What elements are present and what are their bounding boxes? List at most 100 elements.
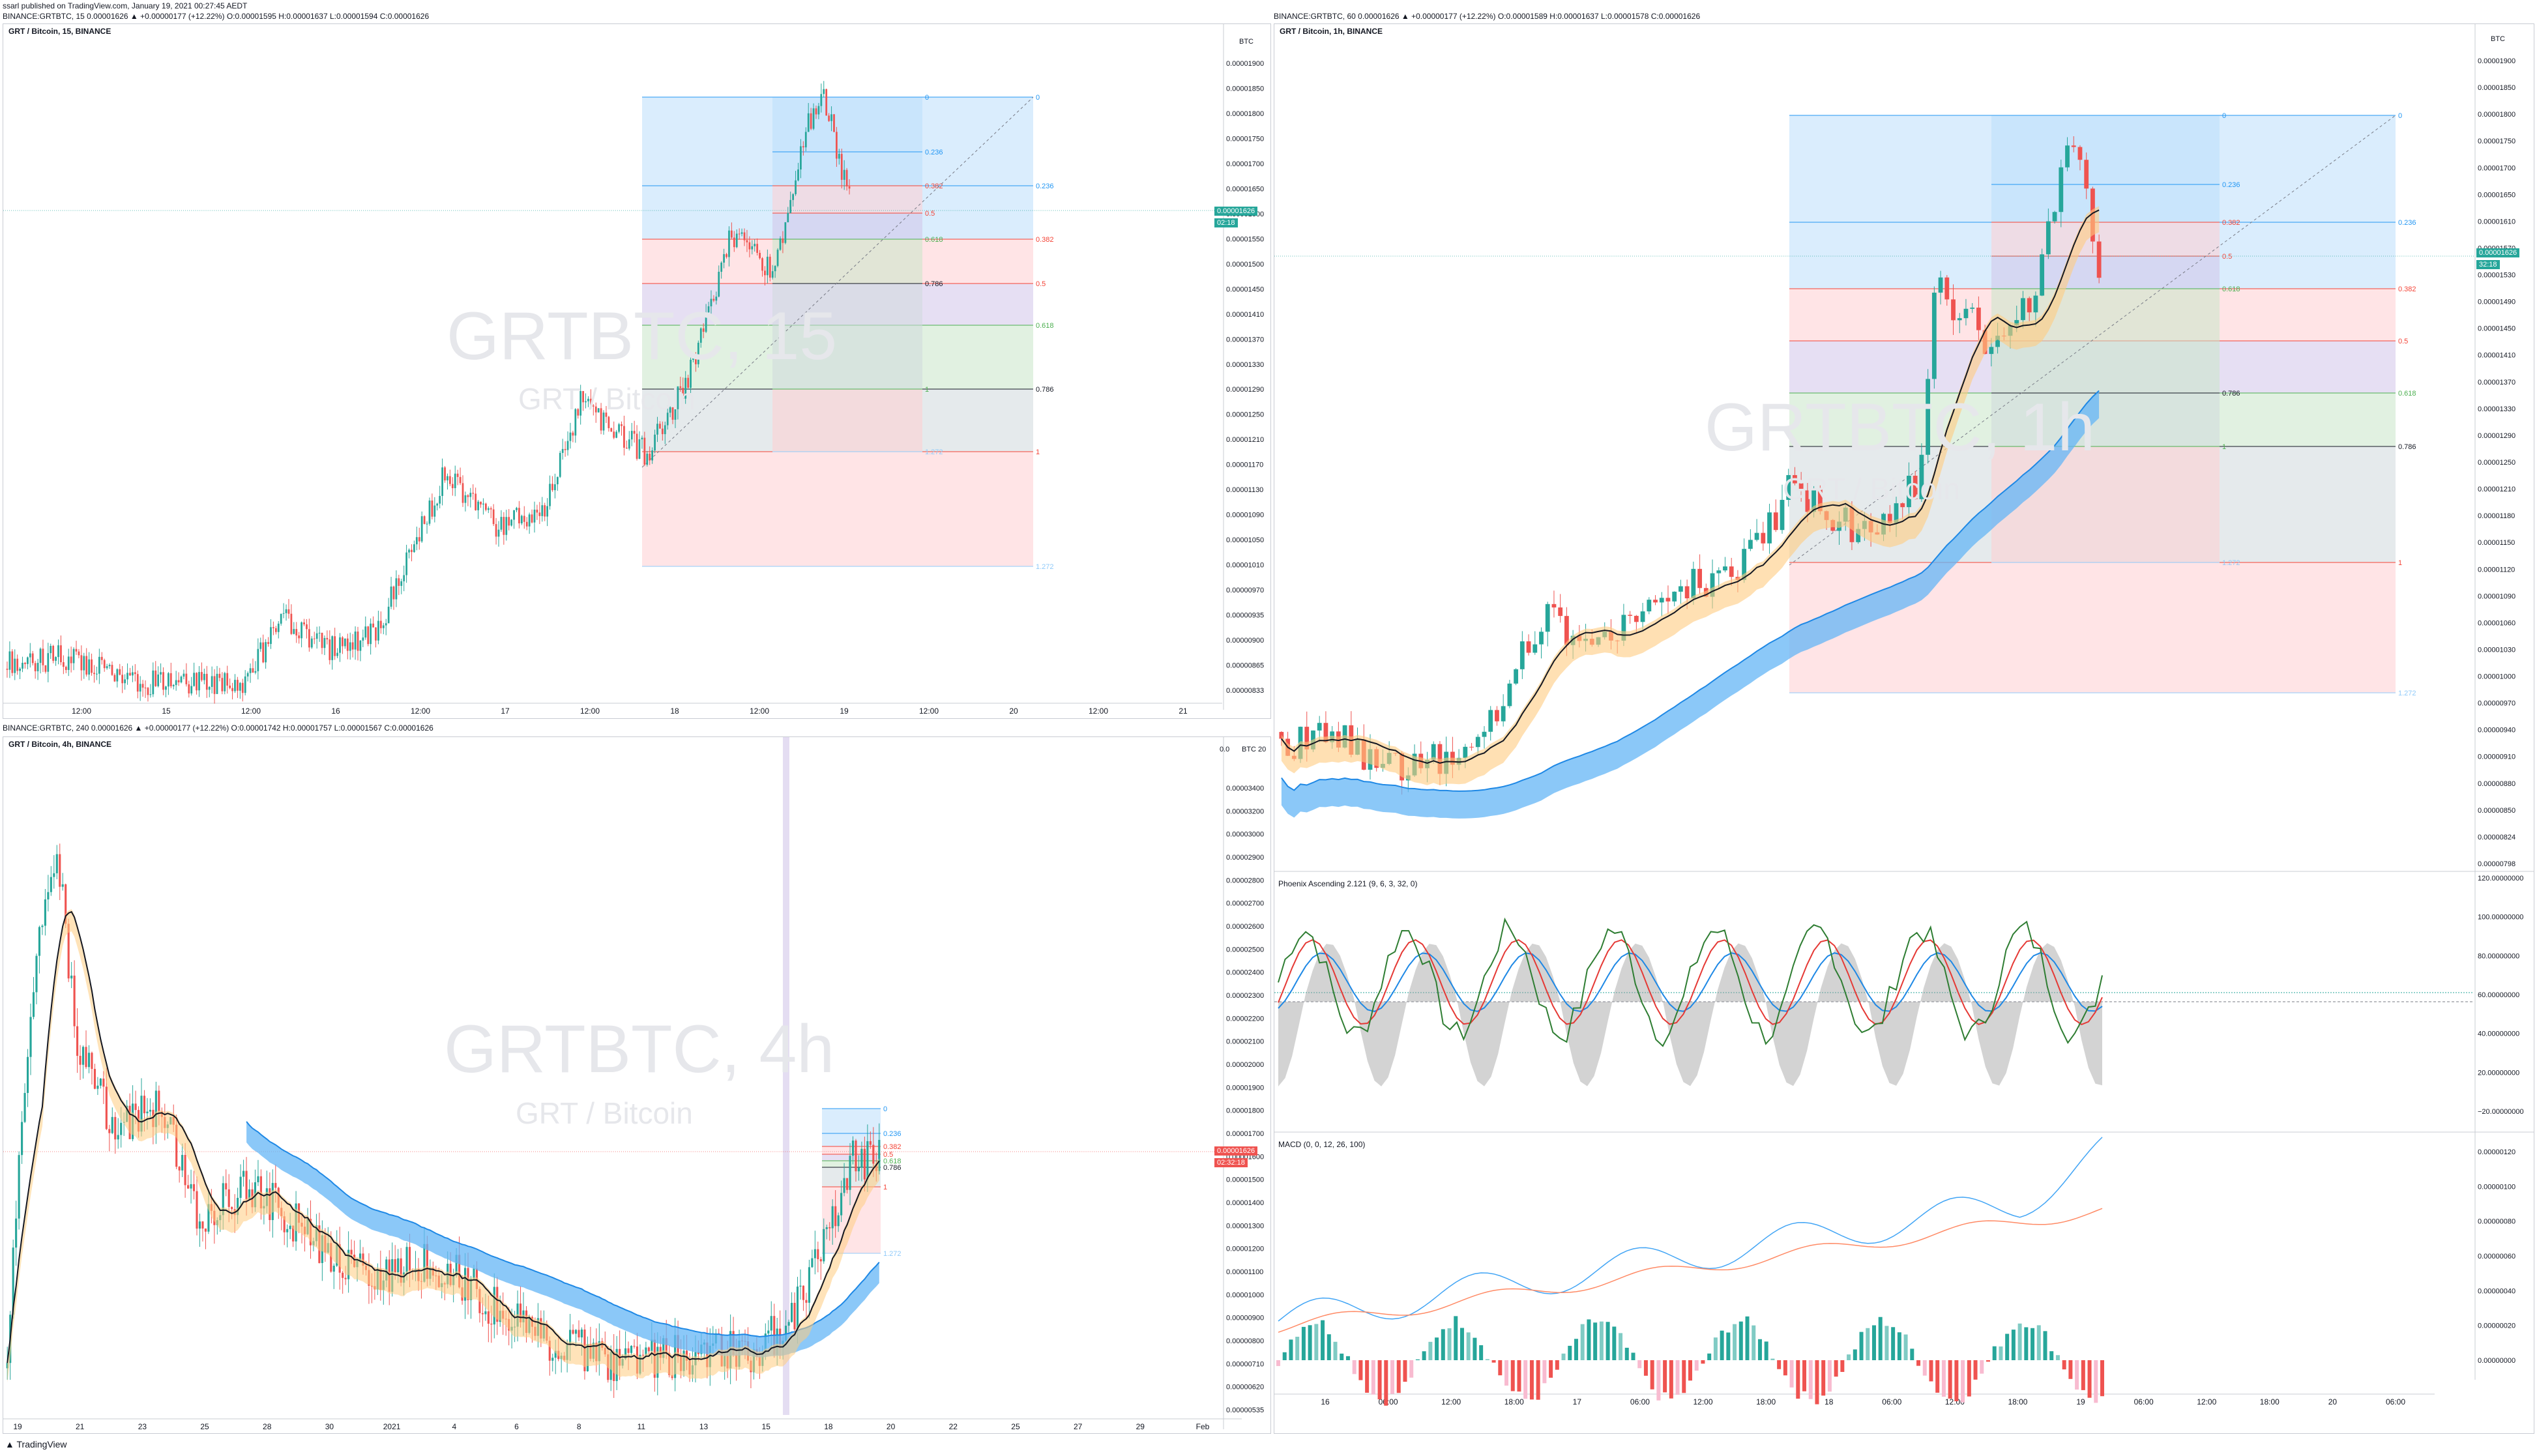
fib-4h-zone xyxy=(822,1133,881,1146)
candle-15m-candle xyxy=(88,659,91,675)
macd-title[interactable]: MACD (0, 0, 12, 26, 100) xyxy=(1278,1140,1366,1149)
candle-15m-candle xyxy=(779,238,782,250)
candle-15m-candle xyxy=(613,431,615,438)
candle-15m-candle xyxy=(418,537,420,542)
trend-line-15m xyxy=(641,96,1034,468)
candle-1h-candle xyxy=(1856,529,1861,542)
macd-histogram-bar xyxy=(1726,1332,1731,1360)
candle-1h-candle xyxy=(1507,683,1512,706)
candle-15m-candle xyxy=(65,667,67,670)
y-axis-osc-label: −20.00000000 xyxy=(2478,1108,2524,1116)
candle-4h-candle xyxy=(85,1047,87,1068)
currency-label-4h: BTC 20 xyxy=(1242,746,1266,753)
candle-15m-candle xyxy=(807,113,810,132)
candle-15m-candle xyxy=(554,484,556,491)
price-countdown-15m: 02:18 xyxy=(1214,218,1238,227)
candle-4h-candle xyxy=(837,1215,840,1227)
y-axis-1h-label: 0.00001850 xyxy=(2478,84,2515,92)
macd-histogram-bar xyxy=(1384,1360,1388,1406)
fib-outer-1h-label: 0.382 xyxy=(2398,285,2416,293)
y-axis-1h-label: 0.00001250 xyxy=(2478,459,2515,467)
candle-4h-candle xyxy=(554,1350,557,1358)
y-axis-1h-label: 0.00001150 xyxy=(2478,539,2515,547)
candle-1h-candle xyxy=(1742,549,1747,580)
candle-15m-candle xyxy=(761,258,763,271)
chart-canvas-4h[interactable]: 0.00003400 0.00003200 0.00003000 0.00002900… xyxy=(3,737,1271,1434)
fib-inner-15m-zone xyxy=(772,97,922,152)
candle-15m-candle xyxy=(782,238,784,243)
chart-panel-4h[interactable]: GRT / Bitcoin, 4h, BINANCE GRTBTC, 4h GR… xyxy=(3,736,1271,1434)
candle-4h-candle xyxy=(787,1322,790,1326)
candle-15m-candle xyxy=(306,624,308,630)
candle-15m-candle xyxy=(544,505,546,517)
candle-15m-candle xyxy=(334,636,336,656)
candle-4h-candle xyxy=(140,1096,143,1132)
macd-histogram-bar xyxy=(2017,1323,2022,1360)
macd-histogram-bar xyxy=(1599,1321,1604,1360)
y-axis-4h-label: 0.00002300 xyxy=(1226,992,1264,1000)
candle-15m-candle xyxy=(370,623,372,645)
candle-4h-candle xyxy=(274,1183,277,1188)
candle-15m-candle xyxy=(579,391,582,416)
candle-15m-candle xyxy=(718,271,720,297)
candle-15m-candle xyxy=(447,476,448,481)
y-axis-15m-label: 0.00001900 xyxy=(1226,60,1264,68)
candle-15m-candle xyxy=(6,669,8,670)
macd-histogram-bar xyxy=(1510,1360,1515,1391)
y-axis-4h-label: 0.00002000 xyxy=(1226,1061,1264,1069)
candle-15m-candle xyxy=(682,388,684,399)
x-axis-15m-label: 17 xyxy=(501,706,510,716)
fib-4h-zone xyxy=(822,1154,881,1161)
candle-4h-candle xyxy=(860,1148,863,1168)
macd-histogram-bar xyxy=(1390,1360,1395,1394)
candle-15m-candle xyxy=(715,297,718,301)
y-axis-1h-label: 0.00001180 xyxy=(2478,512,2515,520)
macd-histogram-bar xyxy=(1643,1360,1648,1376)
candle-4h-candle xyxy=(204,1228,207,1232)
candle-15m-candle xyxy=(27,657,29,664)
candle-15m-candle xyxy=(756,244,759,253)
x-axis-4h-label: 11 xyxy=(638,1422,646,1431)
macd-histogram-bar xyxy=(1517,1360,1521,1392)
macd-histogram-bar xyxy=(1834,1360,1838,1377)
tradingview-logo[interactable]: ▲ TradingView xyxy=(5,1439,67,1449)
candle-15m-candle xyxy=(735,233,738,248)
macd-histogram-bar xyxy=(1871,1325,1876,1360)
x-axis-4h-label: 25 xyxy=(200,1422,209,1431)
candle-1h-candle xyxy=(1919,454,1924,499)
chart-canvas-1h[interactable]: 0.00001900 0.00001850 0.00001800 0.00001750… xyxy=(1274,24,2534,1434)
candle-15m-candle xyxy=(746,240,748,242)
candle-1h-candle xyxy=(1514,669,1519,684)
macd-histogram-bar xyxy=(1650,1360,1654,1390)
macd-histogram-bar xyxy=(2055,1355,2060,1360)
fib-outer-15m-zone xyxy=(642,452,1033,566)
candle-15m-candle xyxy=(464,495,467,503)
candle-4h-candle xyxy=(423,1244,426,1282)
candle-4h-candle xyxy=(855,1141,857,1172)
candle-4h-candle xyxy=(825,1227,828,1229)
macd-histogram-bar xyxy=(1396,1360,1401,1393)
candle-15m-candle xyxy=(585,401,587,403)
x-axis-1h-label: 18 xyxy=(1825,1397,1834,1406)
candle-15m-candle xyxy=(848,186,851,189)
candle-1h-candle xyxy=(1526,641,1531,653)
candle-15m-candle xyxy=(549,484,551,506)
chart-panel-1h[interactable]: GRT / Bitcoin, 1h, BINANCE GRTBTC, 1h GR… xyxy=(1274,23,2534,1434)
oscillator-title[interactable]: Phoenix Ascending 2.121 (9, 6, 3, 32, 0) xyxy=(1278,879,1418,888)
candle-15m-candle xyxy=(190,686,193,693)
y-axis-macd-label: 0.00000040 xyxy=(2478,1287,2515,1295)
chart-panel-15m[interactable]: GRT / Bitcoin, 15, BINANCE GRTBTC, 15 GR… xyxy=(3,23,1271,719)
candle-4h-candle xyxy=(569,1330,572,1345)
macd-histogram-bar xyxy=(1815,1360,1819,1405)
candle-15m-candle xyxy=(16,658,19,671)
x-axis-15m-label: 12:00 xyxy=(241,706,261,716)
macd-histogram-bar xyxy=(1498,1360,1503,1376)
x-axis-1h-label: 18:00 xyxy=(2008,1397,2027,1406)
candle-15m-candle xyxy=(336,652,338,656)
candle-4h-candle xyxy=(662,1338,665,1358)
chart-canvas-15m[interactable]: 0.00001900 0.00001850 0.00001800 0.00001750… xyxy=(3,24,1271,719)
candle-15m-candle xyxy=(168,673,169,687)
macd-histogram-bar xyxy=(2062,1360,2066,1370)
candle-15m-candle xyxy=(62,662,65,667)
macd-histogram-bar xyxy=(1523,1360,1528,1399)
